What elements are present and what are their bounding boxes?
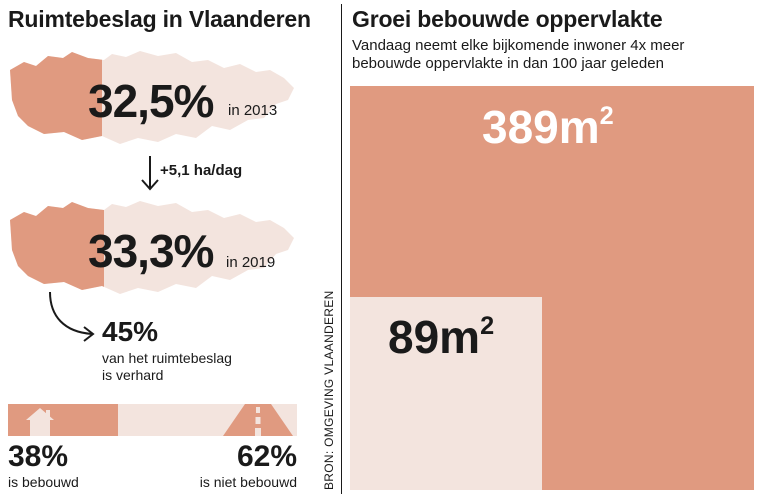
year-2019: in 2019	[226, 254, 276, 271]
today-area-label: 389m2	[482, 101, 614, 153]
value-2013: 32,5%	[88, 75, 214, 127]
curved-arrow-icon	[49, 291, 95, 342]
today-exp: 2	[599, 102, 614, 131]
past-unit: m	[439, 311, 481, 363]
house-icon	[26, 408, 54, 436]
sealed-label-line2: is verhard	[102, 367, 164, 383]
unbuilt-value: 62%	[236, 440, 297, 473]
past-value: 89	[388, 311, 440, 363]
right-subtitle-line2: bebouwde oppervlakte in dan 100 jaar gel…	[352, 55, 664, 72]
today-value: 389	[482, 101, 559, 153]
past-area-label: 89m2	[388, 311, 495, 363]
value-2019: 33,3%	[88, 225, 214, 277]
down-arrow-icon	[141, 156, 159, 191]
unbuilt-label: is niet bebouwd	[199, 474, 297, 490]
left-title: Ruimtebeslag in Vlaanderen	[8, 6, 311, 32]
change-rate: +5,1 ha/dag	[160, 162, 243, 179]
flanders-map-2013	[10, 51, 294, 144]
source-note: BRON: OMGEVING VLAANDEREN	[322, 290, 336, 490]
built-value: 38%	[8, 440, 69, 473]
built-bar	[8, 404, 297, 436]
built-label: is bebouwd	[8, 474, 79, 490]
sealed-value: 45%	[102, 316, 159, 347]
square-past	[350, 297, 542, 490]
panel-divider	[341, 4, 342, 494]
today-unit: m	[558, 101, 600, 153]
road-icon	[223, 404, 293, 436]
flanders-map-2019	[10, 201, 294, 294]
right-subtitle-line1: Vandaag neemt elke bijkomende inwoner 4x…	[352, 37, 685, 54]
past-exp: 2	[480, 312, 495, 341]
year-2013: in 2013	[228, 102, 278, 119]
sealed-label-line1: van het ruimtebeslag	[102, 350, 232, 366]
right-title: Groei bebouwde oppervlakte	[352, 6, 663, 32]
